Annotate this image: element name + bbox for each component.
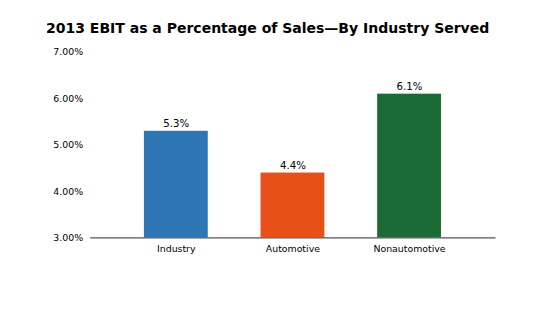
svg-text:3.00%: 3.00% — [53, 232, 83, 243]
svg-text:Nonautomotive: Nonautomotive — [373, 243, 445, 254]
svg-text:5.3%: 5.3% — [163, 118, 189, 129]
svg-text:Automotive: Automotive — [266, 243, 320, 254]
svg-text:6.00%: 6.00% — [53, 93, 83, 104]
svg-text:4.00%: 4.00% — [53, 186, 83, 197]
svg-text:4.4%: 4.4% — [280, 160, 306, 171]
svg-text:Industry: Industry — [157, 243, 196, 254]
svg-text:7.00%: 7.00% — [53, 46, 83, 57]
svg-text:6.1%: 6.1% — [397, 81, 423, 92]
svg-text:5.00%: 5.00% — [53, 139, 83, 150]
html-text:2013 EBIT as a Percentage of S: 2013 EBIT as a Percentage of Sales—By In… — [46, 20, 490, 36]
